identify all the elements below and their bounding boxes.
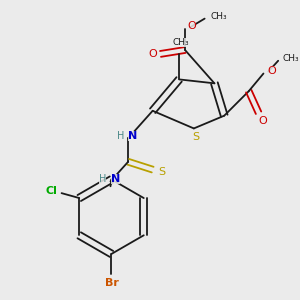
Text: CH₃: CH₃: [173, 38, 189, 47]
Text: S: S: [158, 167, 165, 177]
Text: O: O: [267, 66, 276, 76]
Text: Cl: Cl: [46, 186, 58, 196]
Text: CH₃: CH₃: [283, 54, 299, 63]
Text: O: O: [188, 22, 196, 32]
Text: H: H: [117, 131, 124, 141]
Text: S: S: [192, 132, 200, 142]
Text: CH₃: CH₃: [210, 12, 227, 21]
Text: O: O: [258, 116, 267, 126]
Text: H: H: [99, 174, 106, 184]
Text: N: N: [128, 131, 138, 141]
Text: N: N: [111, 174, 120, 184]
Text: O: O: [148, 49, 157, 59]
Text: Br: Br: [104, 278, 118, 288]
